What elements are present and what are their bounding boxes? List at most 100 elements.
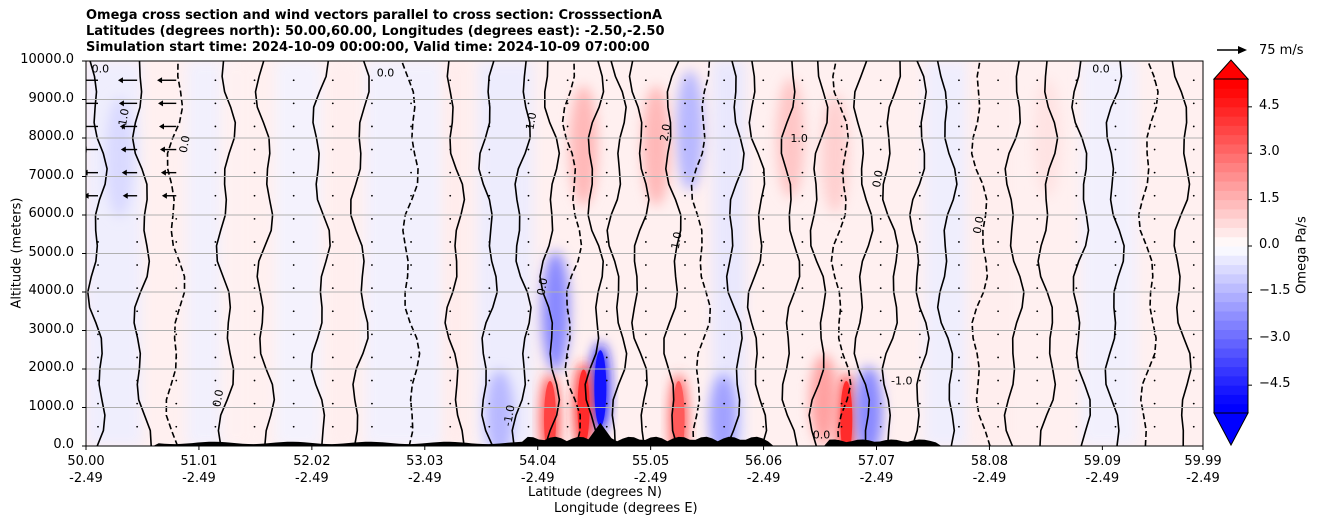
wind-vector — [566, 379, 569, 382]
wind-vector — [331, 148, 334, 151]
chart-title-line-3: Simulation start time: 2024-10-09 00:00:… — [86, 40, 650, 55]
wind-vector — [879, 402, 882, 405]
x-tick-lon: -2.49 — [1186, 471, 1220, 486]
wind-vector — [449, 356, 452, 359]
wind-vector — [371, 402, 373, 405]
wind-vector — [1192, 264, 1195, 266]
wind-vector — [527, 264, 530, 266]
wind-vector — [997, 356, 999, 359]
wind-vector — [1075, 402, 1078, 405]
colorbar-segment — [1214, 403, 1248, 414]
y-tick-label: 3000.0 — [28, 321, 75, 337]
wind-vector — [840, 79, 843, 82]
colorbar-segment — [1214, 208, 1248, 219]
wind-vector — [1153, 310, 1156, 313]
wind-vector — [801, 171, 804, 174]
wind-vector — [1153, 241, 1156, 243]
wind-vector — [684, 356, 686, 359]
wind-vector — [371, 333, 373, 336]
wind-vector — [449, 241, 452, 243]
x-tick-label: 55.05 -2.49 — [611, 453, 691, 487]
wind-vector — [1192, 171, 1195, 174]
wind-vector — [918, 102, 921, 105]
colorbar-segment — [1214, 125, 1248, 136]
wind-vector — [1036, 217, 1039, 220]
wind-vector-head — [86, 192, 89, 199]
wind-vector — [449, 148, 452, 151]
wind-vector — [488, 310, 491, 313]
x-tick-lat: 56.06 — [744, 454, 783, 469]
wind-vector — [97, 264, 99, 266]
wind-vector — [605, 194, 608, 197]
wind-vector — [918, 79, 921, 82]
wind-vector — [566, 264, 569, 266]
wind-vector — [1075, 425, 1078, 428]
x-axis-label-latitude: Latitude (degrees N) — [528, 485, 662, 500]
wind-vector — [566, 241, 569, 243]
x-tick-label: 52.02 -2.49 — [272, 453, 352, 487]
colorbar-segment — [1214, 264, 1248, 275]
wind-vector — [605, 356, 608, 359]
wind-vector — [371, 217, 373, 220]
wind-vector — [958, 333, 960, 336]
wind-vector — [879, 287, 882, 290]
wind-vector — [253, 217, 256, 220]
y-tick-label: 6000.0 — [28, 206, 75, 221]
wind-vector — [958, 125, 960, 128]
wind-vector — [331, 425, 334, 428]
y-tick-label: 2000.0 — [28, 360, 75, 375]
wind-vector — [684, 125, 686, 128]
wind-vector — [253, 356, 256, 359]
wind-vector — [1153, 287, 1156, 290]
wind-vector — [566, 287, 569, 290]
wind-vector — [1075, 287, 1078, 290]
wind-vector — [1075, 217, 1078, 220]
wind-vector — [918, 217, 921, 220]
wind-vector — [331, 379, 334, 382]
colorbar-segment — [1214, 273, 1248, 284]
x-tick-lon: -2.49 — [633, 471, 668, 486]
wind-vector — [566, 171, 569, 174]
wind-vector — [1192, 217, 1195, 220]
wind-vector — [97, 379, 99, 382]
wind-vector — [253, 79, 256, 82]
wind-vector — [527, 171, 530, 174]
wind-vector — [1153, 148, 1156, 151]
x-tick-label: 59.99 -2.49 — [1163, 453, 1243, 487]
wind-vector — [97, 217, 99, 220]
wind-vector — [1192, 402, 1195, 405]
colorbar-segment — [1214, 375, 1248, 386]
wind-vector — [1192, 148, 1195, 151]
wind-vector — [723, 171, 726, 174]
wind-vector — [136, 333, 139, 336]
omega-feature — [485, 370, 514, 446]
wind-vector — [253, 402, 256, 405]
wind-vector — [488, 148, 491, 151]
x-tick-lon: -2.49 — [520, 471, 555, 486]
wind-vector — [1114, 102, 1117, 105]
colorbar-segment — [1214, 97, 1248, 108]
wind-vector — [566, 79, 569, 82]
wind-vector — [605, 217, 608, 220]
wind-vector — [410, 217, 412, 220]
wind-vector — [918, 241, 921, 243]
colorbar-segment — [1214, 348, 1248, 358]
chart-title-line-2: Latitudes (degrees north): 50.00,60.00, … — [86, 24, 665, 39]
wind-vector — [723, 402, 726, 405]
x-axis-label-longitude: Longitude (degrees E) — [554, 501, 698, 516]
x-tick-label: 50.00 -2.49 — [46, 453, 126, 487]
wind-vector — [644, 264, 647, 266]
omega-feature — [541, 251, 570, 372]
contour-label: 0.0 — [971, 215, 987, 234]
wind-vector — [605, 79, 608, 82]
wind-vector-head — [80, 100, 85, 106]
wind-vector — [918, 333, 921, 336]
wind-vector — [644, 194, 647, 197]
wind-vector — [527, 402, 530, 405]
x-tick-lon: -2.49 — [1085, 471, 1120, 486]
colorbar-segment — [1214, 394, 1248, 405]
wind-vector — [879, 125, 882, 128]
colorbar-tick-label: 3.0 — [1259, 144, 1280, 160]
wind-vector — [1036, 356, 1039, 359]
